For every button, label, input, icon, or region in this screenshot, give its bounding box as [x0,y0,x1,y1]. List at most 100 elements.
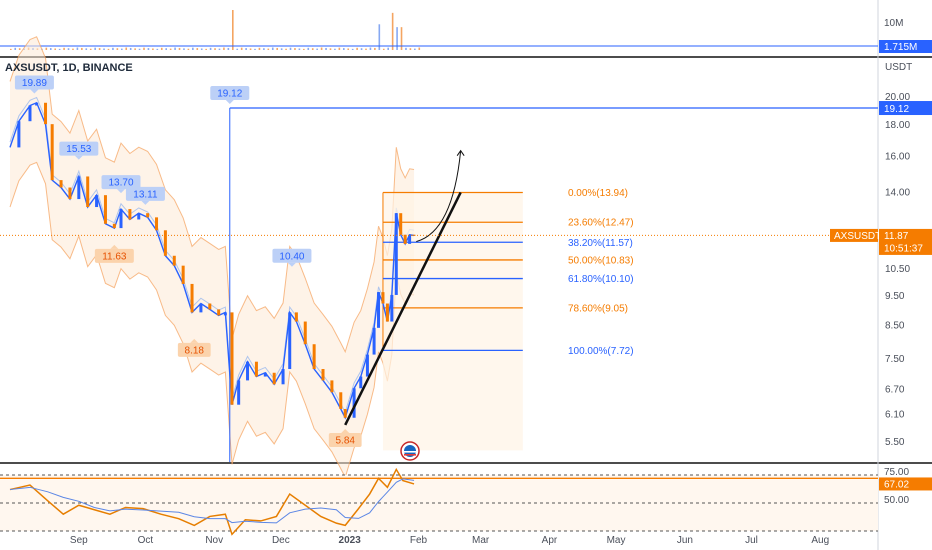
volume-bar [103,48,105,50]
price-candle [217,309,221,316]
horizontal-level[interactable] [229,107,878,462]
volume-bar [174,47,176,50]
volume-bar [414,48,416,50]
flag-icon[interactable] [400,441,420,461]
annotation-label: 13.70 [108,178,133,189]
volume-bar [196,48,199,50]
price-candle [403,234,407,244]
time-tick-aug: Aug [811,535,829,546]
annotation-badge [59,141,99,156]
volume-bar [129,47,132,50]
price-tick-11: 5.50 [885,437,905,448]
price-candle [385,303,389,322]
price-tick-8: 7.50 [885,354,905,365]
price-candle [119,209,123,229]
price-candle [163,230,167,256]
price-candle [35,102,39,106]
fib-level-label: 50.00%(10.83) [568,255,634,266]
volume-bar [307,47,310,50]
volume-bar [178,47,181,50]
price-candle [330,380,334,393]
volume-bar [121,48,123,50]
price-candle [381,292,385,304]
volume-bar [147,48,150,50]
bar-countdown: 10:51:37 [884,243,923,254]
volume-bar [205,48,207,50]
chart-title: AXSUSDT, 1D, BINANCE [5,62,133,74]
price-candle [208,303,212,310]
annotation-label: 5.84 [335,435,355,446]
volume-bar [285,48,287,50]
price-candle [312,344,316,370]
price-candle [181,265,185,284]
projection-arrow[interactable] [416,150,462,243]
volume-bar [391,12,394,50]
price-candle [77,176,81,200]
price-candle [339,392,343,409]
volume-bar [387,47,389,50]
time-axis[interactable]: Sep Oct Nov Dec 2023 Feb Mar Apr May Jun Jul Aug [70,535,829,546]
rsi-pane [0,467,878,536]
volume-bar [351,48,354,50]
volume-bar [400,27,403,50]
price-candle [343,408,347,418]
price-candle [377,292,381,328]
volume-bar [45,47,48,50]
annotation-label: 15.53 [66,144,91,155]
price-tick-7: 8.50 [885,321,905,332]
volume-bar [329,48,332,50]
price-candle [146,213,150,218]
rsi-line [9,467,415,536]
volume-bar [169,48,172,50]
volume-bar [227,47,230,50]
volume-bar [209,47,212,50]
time-tick-nov: Nov [205,535,223,546]
price-candle [321,369,325,381]
volume-bar [280,48,283,50]
price-candle [17,121,21,148]
volume-bar [360,48,363,50]
price-candle [352,388,356,418]
price-candle [399,213,403,235]
price-candle [288,312,292,370]
volume-bar [338,47,341,50]
volume-bar [245,48,247,50]
volume-bar [89,48,92,50]
annotation-badge [210,86,250,101]
volume-bar [294,48,296,50]
annotation-badge [94,248,134,263]
price-candle [137,213,141,220]
volume-bar [249,48,252,50]
trendline[interactable] [344,149,465,426]
volume-bar [107,48,110,50]
volume-bar [76,47,79,50]
price-tick-2: 16.00 [885,152,910,163]
volume-bar [374,47,376,50]
price-candle [254,361,258,377]
volume-bar [267,48,270,50]
volume-bar [200,48,203,50]
volume-bar [236,48,239,50]
price-candle [95,195,99,208]
time-tick-jun: Jun [677,535,693,546]
volume-current-badge [879,40,932,53]
volume-bar [156,48,159,50]
current-price-value: 11.87 [884,231,909,242]
volume-bar [187,48,190,50]
volume-bar [223,47,225,50]
upper-band-line [9,36,415,354]
fib-level-label: 0.00%(13.94) [568,188,628,199]
volume-bar [298,48,301,50]
volume-bar [72,48,74,50]
price-tick-9: 6.70 [885,384,905,395]
volume-bar [365,48,367,50]
fib-level-label: 78.60%(9.05) [568,303,628,314]
trendline-line[interactable] [344,191,462,426]
volume-bar [271,47,274,50]
time-tick-may: May [607,535,626,546]
volume-bar [303,48,305,50]
volume-bar [18,48,21,50]
volume-bar [58,48,61,50]
